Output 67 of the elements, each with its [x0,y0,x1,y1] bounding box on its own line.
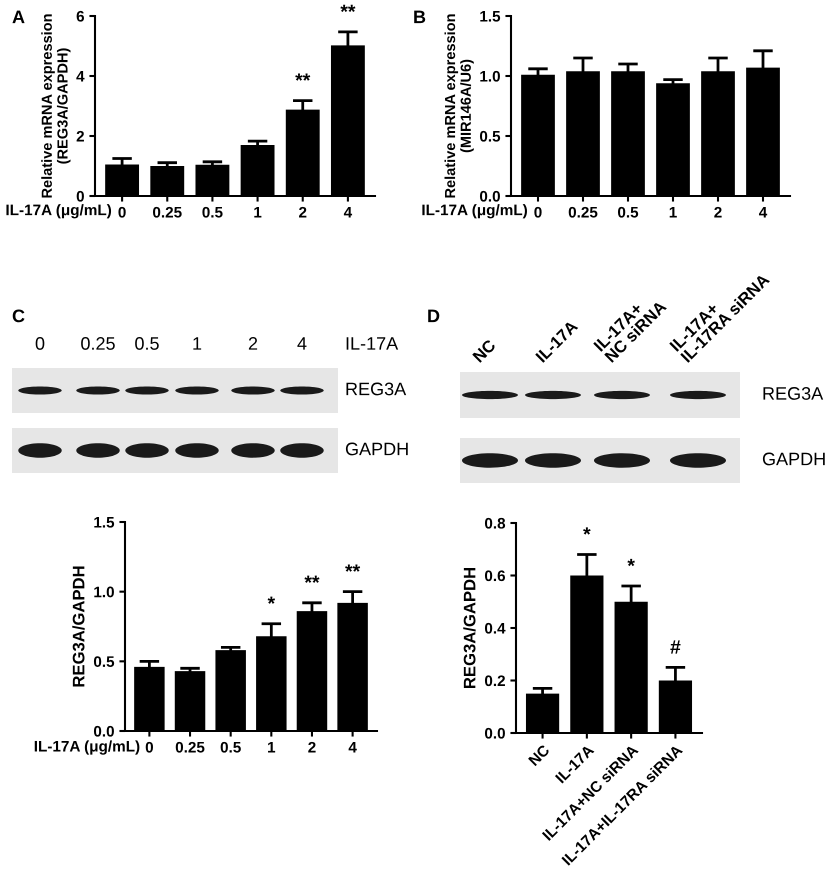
x-axis-title: IL-17A (μg/mL) [34,740,140,755]
x-tick-label: 2 [714,206,722,218]
x-tick-label: 4 [758,206,768,218]
y-tick-label: 0.0 [94,726,114,737]
x-tick-label: 0.25 [176,742,204,753]
x-tick-label: 0.5 [618,206,638,218]
text: NC [472,338,496,363]
y-axis-title: Relative mRNA expression (MIR146A/U6) [444,14,474,198]
text: 0.25 [81,337,115,350]
x-tick-label: 1 [254,206,262,218]
y-tick-label: 1.5 [94,517,114,528]
y-tick-label: 0.5 [94,656,114,668]
x-tick-label: 4 [348,742,357,752]
y-tick-label: 2 [76,130,84,142]
y-tick-label: 0.6 [484,570,506,582]
x-tick-label: 1 [670,206,677,218]
text: 1 [193,337,202,350]
x-tick-label: NC [528,744,550,766]
y-tick-label: 6 [76,10,84,22]
y-tick-label: 1.0 [480,70,500,82]
x-tick-label: 0 [118,206,126,218]
chart-title: D [428,310,440,322]
y-tick-label: 1.5 [480,11,500,22]
annotation: * [583,527,591,535]
x-tick-label: 1 [268,742,276,752]
annotation: ** [295,73,310,81]
x-tick-label: 0 [146,742,154,753]
annotation: ** [340,4,356,12]
text: GAPDH [346,442,408,456]
text: REG3A [346,382,406,396]
y-tick-label: 0.8 [484,518,506,529]
y-axis-title: REG3A/GAPDH [72,566,85,687]
y-tick-label: 0.4 [484,622,506,634]
annotation: ** [304,576,320,583]
x-tick-label: 0.25 [568,206,598,218]
chart-title: B [414,10,426,24]
x-tick-label: 0.5 [220,742,241,753]
x-axis-title: IL-17A (μg/mL) [6,204,112,218]
x-tick-label: 0.5 [202,206,223,218]
text: 2 [248,337,258,350]
text: 0 [36,337,44,350]
x-tick-label: 0.25 [152,206,182,218]
chart-title: A [12,10,25,24]
x-tick-label: 4 [344,206,352,218]
y-axis-title: Relative mRNA expression (REG3A/GAPDH) [41,14,71,198]
annotation: ** [345,564,360,572]
y-tick-label: 0.2 [484,675,505,686]
x-axis-title: IL-17A (μg/mL) [422,204,527,218]
y-tick-label: 0 [76,190,84,202]
y-tick-label: 0.0 [480,190,500,202]
chart-title: C [12,309,25,322]
y-tick-label: 4 [76,71,84,82]
text: GAPDH [762,452,825,466]
y-tick-label: 1.0 [94,586,114,598]
y-tick-label: 0.0 [484,728,505,739]
y-axis-title: REG3A/GAPDH [463,568,476,688]
text: 4 [297,337,306,350]
annotation: * [268,596,276,604]
x-tick-label: 2 [308,742,316,752]
text: REG3A [763,387,824,400]
text: IL-17A [346,337,398,350]
text: 0.5 [135,337,159,350]
x-tick-label: 0 [534,206,542,218]
annotation: # [670,640,681,654]
annotation: * [627,558,635,566]
y-tick-label: 0.5 [480,130,500,142]
x-tick-label: 2 [299,206,306,218]
